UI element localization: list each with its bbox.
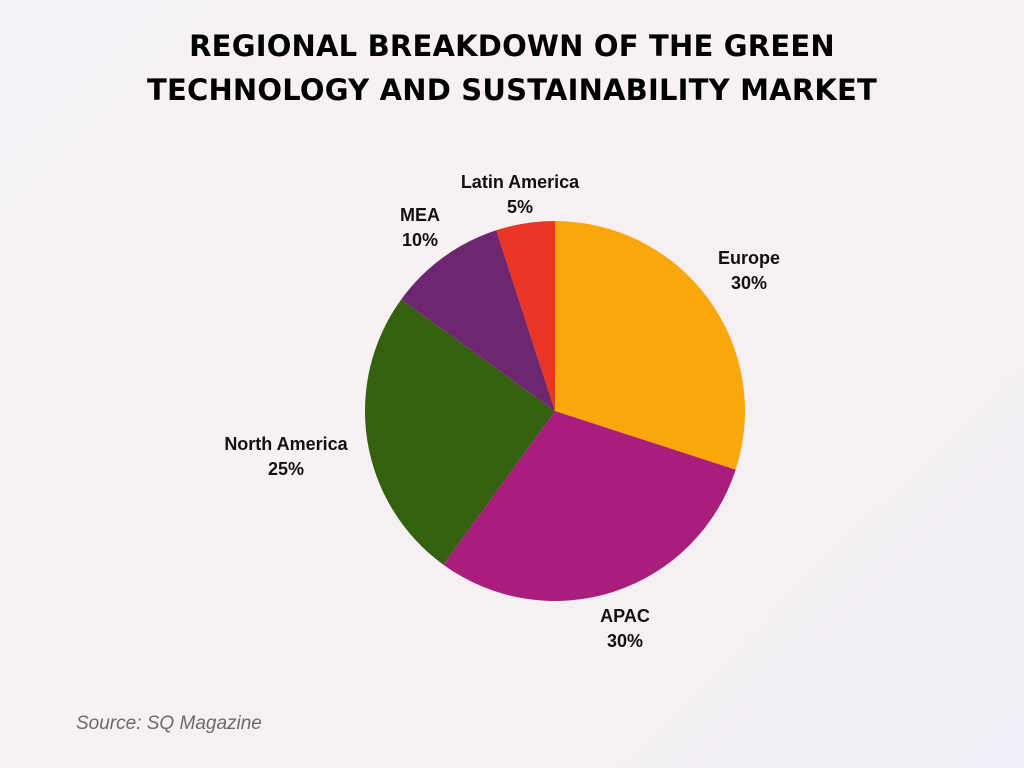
chart-title: REGIONAL BREAKDOWN OF THE GREEN TECHNOLO… — [0, 24, 1024, 112]
source-note: Source: SQ Magazine — [76, 713, 262, 734]
chart-title-line-1: REGIONAL BREAKDOWN OF THE GREEN — [189, 29, 835, 63]
slice-value-label: 25% — [268, 459, 304, 479]
chart-title-line-2: TECHNOLOGY AND SUSTAINABILITY MARKET — [146, 73, 878, 107]
pie-slice-europe — [555, 221, 746, 470]
pie-slice-latin-america — [496, 221, 555, 411]
pie-slice-apac — [443, 411, 736, 602]
slice-value-label: 5% — [507, 197, 533, 217]
slice-label: APAC — [600, 606, 650, 626]
slice-label: Europe — [718, 248, 780, 268]
slice-value-label: 30% — [731, 273, 767, 293]
slice-value-label: 30% — [607, 631, 643, 651]
slice-label: North America — [224, 434, 348, 454]
slice-label: MEA — [400, 205, 440, 225]
slice-label: Latin America — [461, 172, 580, 192]
pie-slice-mea — [401, 230, 555, 411]
pie-slice-north-america — [364, 299, 555, 565]
slice-value-label: 10% — [402, 230, 438, 250]
